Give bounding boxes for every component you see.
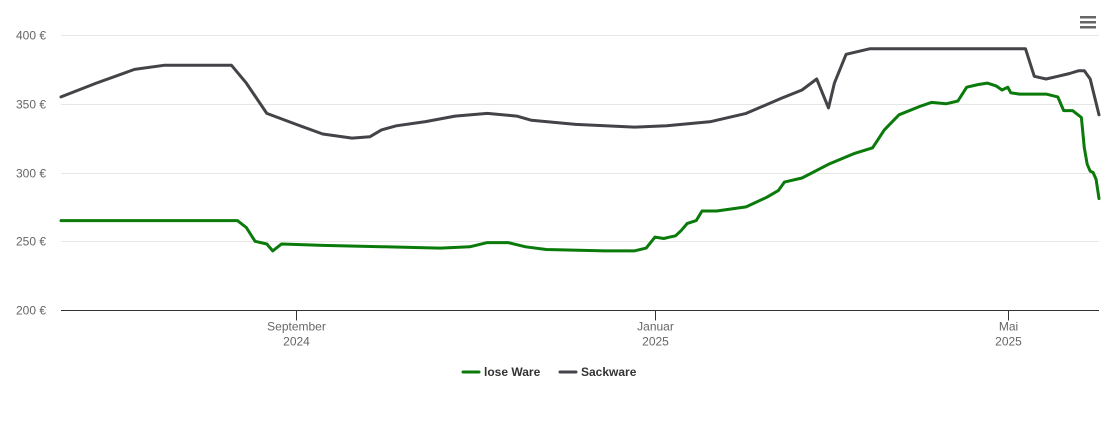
legend-item-sackware[interactable]: Sackware	[558, 365, 637, 379]
legend-label: Sackware	[581, 365, 637, 379]
series-line-lose-ware[interactable]	[59, 81, 1101, 253]
x-tick-label-year: 2024	[283, 335, 310, 349]
x-tick-label-year: 2025	[642, 335, 669, 349]
legend-label: lose Ware	[484, 365, 541, 379]
legend-item-lose-ware[interactable]: lose Ware	[461, 365, 541, 379]
legend: lose Ware Sackware	[461, 365, 637, 379]
y-tick-label: 400 €	[16, 29, 46, 43]
y-tick-label: 200 €	[16, 304, 46, 318]
x-tick-label-month: September	[267, 320, 326, 334]
series-line-sackware[interactable]	[59, 47, 1101, 140]
y-tick-label: 250 €	[16, 235, 46, 249]
series-layer	[59, 47, 1101, 253]
y-tick-label: 350 €	[16, 98, 46, 112]
x-tick-label-year: 2025	[995, 335, 1022, 349]
x-tick-label-month: Januar	[637, 320, 674, 334]
x-tick-label-month: Mai	[999, 320, 1018, 334]
context-menu-button[interactable]	[1078, 14, 1098, 30]
hamburger-menu-icon	[1080, 16, 1096, 29]
y-tick-label: 300 €	[16, 167, 46, 181]
